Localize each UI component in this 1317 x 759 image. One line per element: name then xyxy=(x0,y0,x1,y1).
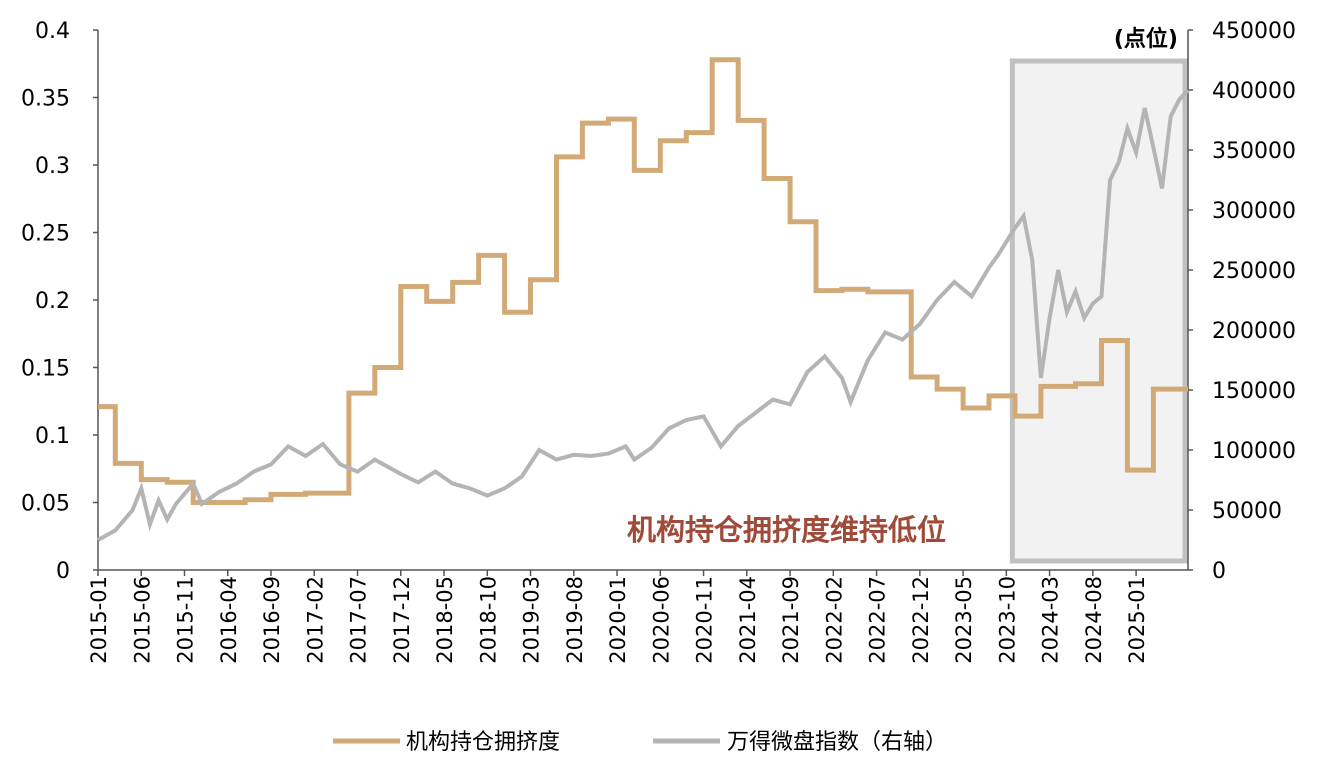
y-right-tick-label: 250000 xyxy=(1212,259,1296,284)
right-axis-unit-label: (点位) xyxy=(1114,26,1178,52)
y-left-tick-label: 0 xyxy=(56,559,70,584)
series-line-microcap-index xyxy=(97,88,1190,542)
y-left-tick-label: 0.4 xyxy=(35,19,70,44)
x-tick-label: 2020-06 xyxy=(649,576,673,664)
x-tick-label: 2016-09 xyxy=(260,576,284,664)
x-tick-label: 2025-01 xyxy=(1125,576,1149,664)
y-right-tick-label: 100000 xyxy=(1212,439,1296,464)
x-tick-label: 2024-03 xyxy=(1039,576,1063,664)
y-left-tick-label: 0.05 xyxy=(21,492,70,517)
y-right-tick-label: 0 xyxy=(1212,559,1226,584)
x-tick-label: 2016-04 xyxy=(217,576,241,664)
x-tick-label: 2023-10 xyxy=(995,576,1019,664)
x-tick-label: 2017-07 xyxy=(347,576,371,664)
y-left-tick-label: 0.2 xyxy=(35,289,70,314)
y-right-tick-label: 150000 xyxy=(1212,379,1296,404)
x-tick-label: 2022-07 xyxy=(866,576,890,664)
x-tick-label: 2021-04 xyxy=(736,576,760,664)
y-right-tick-label: 300000 xyxy=(1212,199,1296,224)
highlight-box xyxy=(1009,58,1188,564)
y-right-tick-label: 50000 xyxy=(1212,499,1282,524)
x-tick-label: 2018-10 xyxy=(476,576,500,664)
y-left-tick-label: 0.35 xyxy=(21,87,70,112)
y-left-tick-label: 0.1 xyxy=(35,424,70,449)
x-tick-label: 2017-02 xyxy=(303,576,327,664)
y-left-tick-label: 0.3 xyxy=(35,154,70,179)
x-tick-label: 2020-11 xyxy=(693,576,717,664)
y-right-tick-label: 200000 xyxy=(1212,319,1296,344)
x-tick-label: 2020-01 xyxy=(606,576,630,664)
highlight-rect xyxy=(1009,58,1188,564)
series-line-crowding xyxy=(98,57,1188,505)
y-left-tick-label: 0.25 xyxy=(21,222,70,247)
y-right-tick-label: 450000 xyxy=(1212,19,1296,44)
y-left-tick-label: 0.15 xyxy=(21,357,70,382)
x-tick-label: 2024-08 xyxy=(1082,576,1106,664)
x-tick-label: 2023-05 xyxy=(952,576,976,664)
legend-label-crowding: 机构持仓拥挤度 xyxy=(406,730,560,755)
x-tick-label: 2015-01 xyxy=(87,576,111,664)
x-tick-label: 2019-03 xyxy=(520,576,544,664)
x-tick-label: 2019-08 xyxy=(563,576,587,664)
x-tick-label: 2015-06 xyxy=(130,576,154,664)
x-tick-label: 2022-12 xyxy=(909,576,933,664)
x-tick-label: 2022-02 xyxy=(822,576,846,664)
x-tick-label: 2017-12 xyxy=(390,576,414,664)
x-tick-label: 2021-09 xyxy=(779,576,803,664)
y-right-tick-label: 350000 xyxy=(1212,139,1296,164)
x-tick-label: 2018-05 xyxy=(433,576,457,664)
series-layer xyxy=(97,57,1190,542)
annotation-text: 机构持仓拥挤度维持低位 xyxy=(627,513,946,547)
legend-label-microcap: 万得微盘指数（右轴） xyxy=(727,730,947,755)
legend: 机构持仓拥挤度 万得微盘指数（右轴） xyxy=(333,730,947,755)
y-right-tick-label: 400000 xyxy=(1212,79,1296,104)
x-tick-label: 2015-11 xyxy=(174,576,198,664)
axes: 0 0.05 0.1 0.15 0.2 0.25 0.3 0.35 0.4 0 50000 10000… xyxy=(21,19,1296,664)
